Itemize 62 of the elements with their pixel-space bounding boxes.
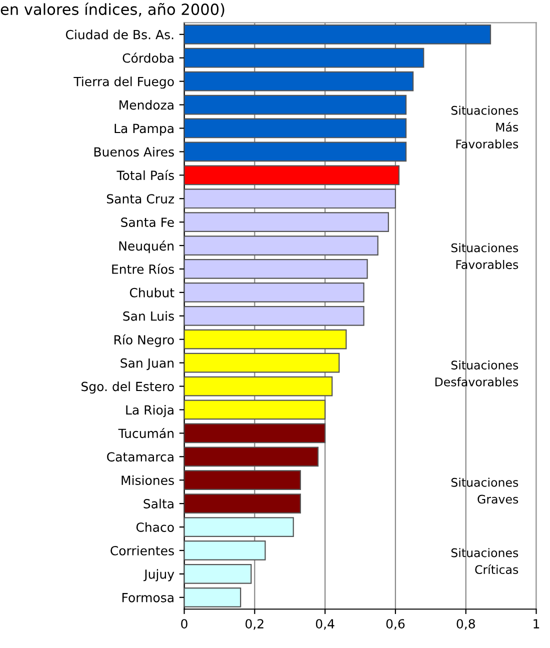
bar	[184, 165, 400, 186]
y-tick-label: Chaco	[136, 522, 174, 532]
y-tick-label: La Pampa	[114, 124, 174, 136]
y-tick-label: Entre Ríos	[112, 264, 174, 274]
bar	[184, 540, 266, 560]
y-tick-label: Misiones	[122, 475, 174, 486]
bar	[184, 400, 326, 420]
bar	[184, 423, 326, 444]
bar	[184, 587, 242, 608]
bar	[184, 48, 424, 68]
x-tick-label: 0	[181, 619, 188, 629]
y-tick-label: Total País	[116, 170, 174, 180]
bar	[184, 259, 368, 279]
y-tick-label: Formosa	[122, 593, 174, 602]
chart-title: en valores índices, año 2000)	[0, 2, 224, 17]
y-tick-label: Río Negro	[114, 334, 174, 347]
bar	[184, 142, 407, 162]
bar	[184, 188, 396, 209]
annotation: Situaciones Más Favorables	[451, 106, 518, 148]
y-tick-label: Santa Cruz	[106, 194, 174, 204]
x-tick-label: 0,4	[316, 619, 334, 630]
annotation: Situaciones Graves	[451, 478, 518, 504]
bar	[184, 282, 364, 302]
bar	[184, 212, 389, 232]
y-tick-label: Santa Fe	[121, 218, 174, 227]
y-tick-label: Córdoba	[122, 52, 174, 63]
x-tick-label: 1	[534, 619, 540, 628]
bar	[184, 236, 378, 256]
y-tick-label: Catamarca	[107, 452, 174, 462]
bar	[184, 494, 301, 514]
x-tick-label: 0,8	[456, 619, 475, 630]
y-tick-label: Chubut	[130, 288, 174, 298]
bar	[184, 564, 252, 584]
bar	[184, 71, 414, 92]
bar	[184, 306, 364, 326]
y-tick-label: Ciudad de Bs. As.	[66, 30, 174, 40]
y-tick-label: Corrientes	[110, 546, 174, 556]
bar	[184, 118, 407, 138]
y-tick-label: San Luis	[123, 311, 174, 321]
annotation: Situaciones Críticas	[451, 548, 518, 574]
y-tick-label: La Rioja	[126, 404, 174, 418]
bar	[184, 517, 294, 537]
bar	[184, 24, 492, 44]
y-tick-label: Mendoza	[120, 100, 174, 110]
bar	[184, 352, 340, 373]
y-tick-label: Neuquén	[119, 240, 174, 254]
annotation: Situaciones Desfavorables	[435, 360, 518, 386]
x-tick-label: 0,2	[246, 619, 264, 630]
bar	[184, 446, 319, 467]
y-tick-label: Buenos Aires	[94, 146, 174, 157]
annotation: Situaciones Favorables	[451, 243, 518, 270]
bar	[184, 376, 333, 396]
y-tick-label: Salta	[144, 498, 174, 508]
y-tick-label: Tierra del Fuego	[74, 76, 174, 89]
y-tick-label: San Juan	[120, 358, 174, 370]
y-tick-label: Sgo. del Estero	[82, 382, 174, 394]
y-tick-label: Tucumán	[118, 428, 174, 438]
bar	[184, 470, 301, 490]
y-tick-label: Jujuy	[143, 569, 174, 582]
bar	[184, 329, 347, 350]
bar	[184, 94, 407, 115]
x-tick-label: 0,6	[386, 619, 405, 630]
